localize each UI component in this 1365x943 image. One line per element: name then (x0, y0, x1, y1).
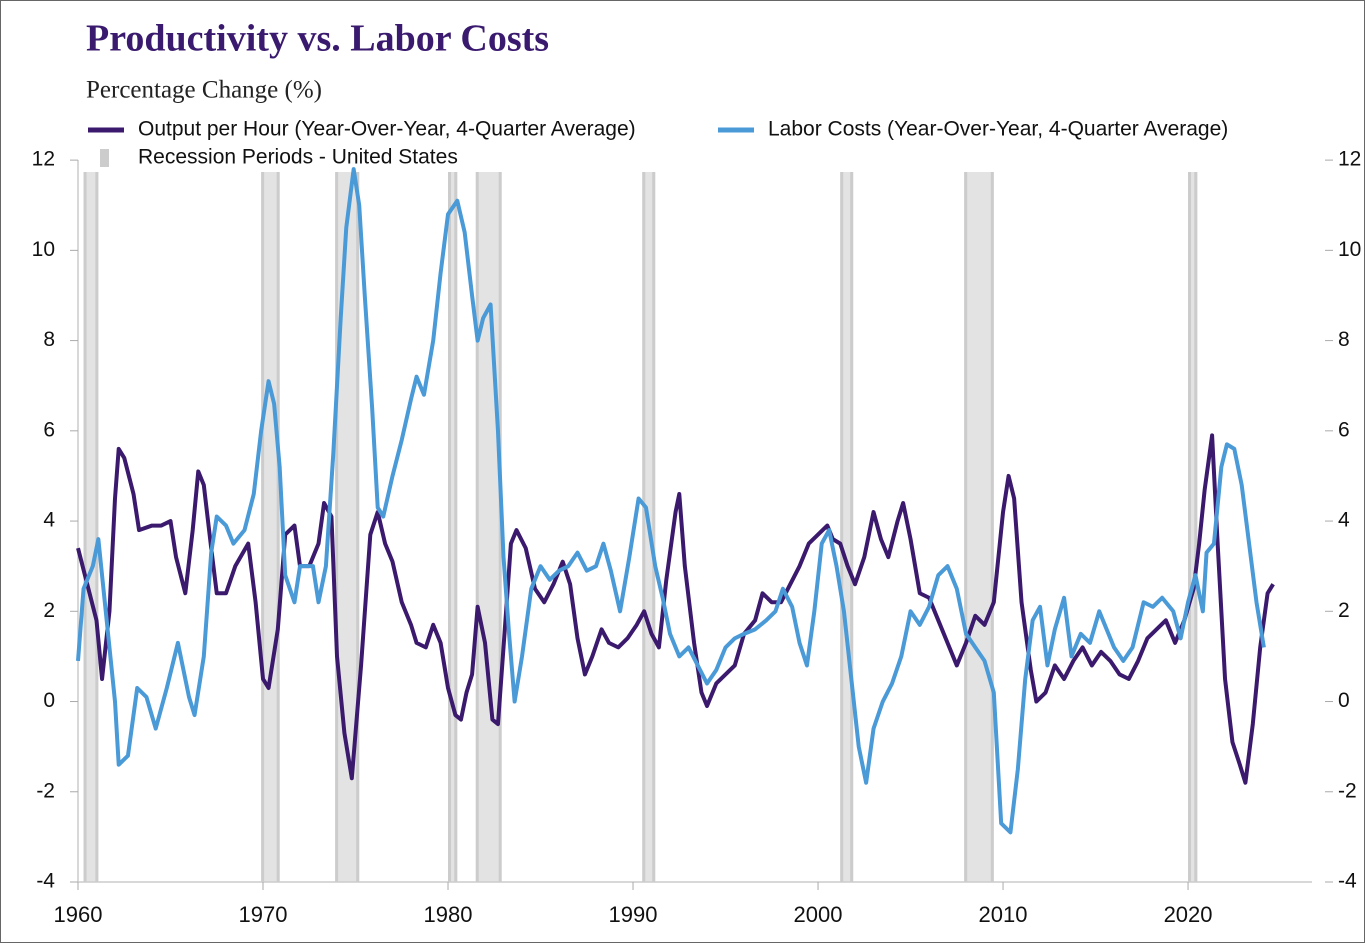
recession-edge (498, 172, 502, 882)
y2-tick-label: 0 (1338, 689, 1350, 712)
y2-tick-label: 10 (1338, 238, 1361, 261)
recession-band (261, 172, 280, 882)
x-tick-label: 2020 (1164, 902, 1213, 927)
x-tick-label: 2010 (979, 902, 1028, 927)
x-tick-label: 1980 (424, 902, 473, 927)
recession-edge (652, 172, 656, 882)
recession-band (475, 172, 502, 882)
y-tick-label: 12 (32, 148, 55, 171)
y-tick-label: -4 (36, 870, 55, 893)
recession-edge (95, 172, 99, 882)
recession-band (448, 172, 458, 882)
line-series (76, 433, 1275, 785)
recession-edge (1188, 172, 1192, 882)
recession-edge (850, 172, 854, 882)
recession-edge (475, 172, 479, 882)
recession-band (840, 172, 854, 882)
recession-edge (642, 172, 646, 882)
y-tick-label: -2 (36, 779, 55, 802)
recession-edge (448, 172, 452, 882)
y-tick-label: 8 (43, 328, 55, 351)
recession-edge (454, 172, 458, 882)
recession-edge (990, 172, 994, 882)
legend-label: Labor Costs (Year-Over-Year, 4-Quarter A… (768, 118, 1228, 141)
y2-tick-label: -4 (1338, 870, 1357, 893)
x-tick-label: 1990 (609, 902, 658, 927)
y2-tick-label: 12 (1338, 148, 1361, 171)
y2-tick-label: 2 (1338, 599, 1350, 622)
recession-edge (1194, 172, 1198, 882)
legend-swatch (100, 149, 109, 167)
y-tick-label: 10 (32, 238, 55, 261)
y2-tick-label: 8 (1338, 328, 1350, 351)
chart-title: Productivity vs. Labor Costs (86, 18, 549, 60)
legend-label: Recession Periods - United States (138, 146, 458, 169)
recession-band (964, 172, 994, 882)
recession-edge (840, 172, 844, 882)
x-tick-label: 1960 (54, 902, 103, 927)
y-tick-label: 2 (43, 599, 55, 622)
y-tick-label: 6 (43, 418, 55, 441)
recession-edge (964, 172, 968, 882)
y-tick-label: 0 (43, 689, 55, 712)
chart-subtitle: Percentage Change (%) (86, 77, 322, 104)
recession-edge (335, 172, 339, 882)
y2-tick-label: -2 (1338, 779, 1357, 802)
legend-label: Output per Hour (Year-Over-Year, 4-Quart… (138, 118, 636, 141)
recession-edge (276, 172, 280, 882)
y2-tick-label: 6 (1338, 418, 1350, 441)
x-tick-label: 2000 (794, 902, 843, 927)
recession-edge (261, 172, 265, 882)
recession-edge (356, 172, 360, 882)
x-tick-label: 1970 (239, 902, 288, 927)
y-tick-label: 4 (43, 509, 55, 532)
recession-band (335, 172, 360, 882)
recession-band (1188, 172, 1198, 882)
line-series (76, 167, 1266, 835)
recession-band (83, 172, 99, 882)
recession-edge (83, 172, 87, 882)
y2-tick-label: 4 (1338, 509, 1350, 532)
